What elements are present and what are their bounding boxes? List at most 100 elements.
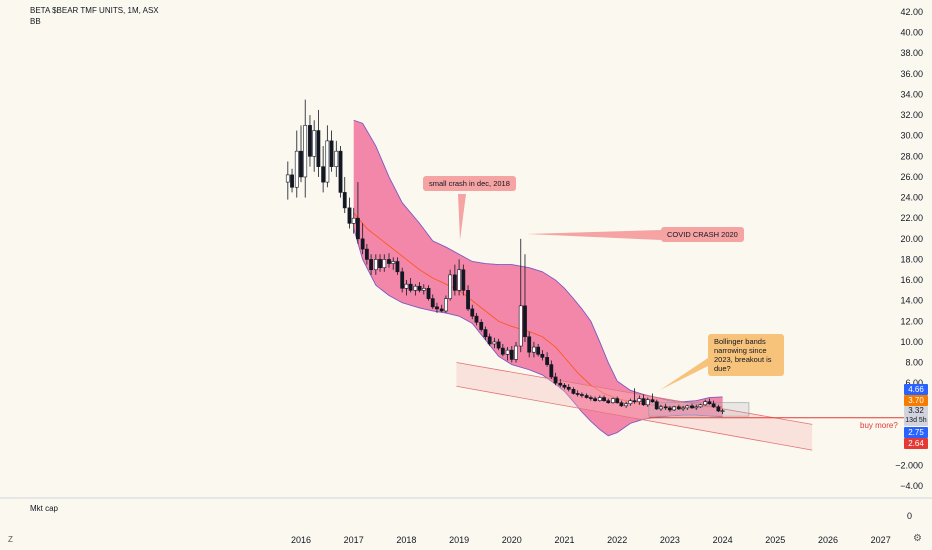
candle bbox=[584, 393, 589, 399]
candle-body bbox=[308, 125, 312, 157]
candle bbox=[597, 395, 602, 402]
candle-body bbox=[426, 287, 431, 299]
candle-body bbox=[536, 346, 541, 355]
candle bbox=[466, 285, 470, 311]
candle-body bbox=[606, 400, 611, 404]
candle bbox=[681, 405, 685, 411]
candle-body bbox=[417, 285, 422, 291]
candle bbox=[417, 282, 422, 293]
candle-body bbox=[474, 315, 479, 323]
candle-body bbox=[694, 406, 699, 409]
candle bbox=[387, 253, 391, 268]
price-tick-label: 40.00 bbox=[900, 28, 923, 38]
candle bbox=[360, 223, 365, 255]
candle bbox=[391, 257, 396, 270]
price-tick-label: 20.00 bbox=[900, 234, 923, 244]
candle-body bbox=[439, 308, 444, 312]
candle bbox=[518, 238, 523, 353]
candle-body bbox=[597, 397, 602, 401]
candle bbox=[562, 383, 567, 390]
candle-body bbox=[611, 398, 615, 404]
axes: 42.00 40.00 38.00 36.00 34.00 32.00 30.00 28.00… bbox=[0, 7, 932, 545]
candle bbox=[299, 125, 303, 183]
candle-body bbox=[654, 401, 659, 410]
legend: BETA $BEAR TMF UNITS, 1M, ASX BB bbox=[30, 5, 159, 27]
candle-body bbox=[690, 405, 694, 409]
candle-body bbox=[400, 271, 405, 289]
market-cap-zero-label: 0 bbox=[906, 511, 912, 521]
candle-body bbox=[645, 399, 650, 406]
candle bbox=[457, 259, 462, 296]
candle-body bbox=[466, 290, 470, 310]
time-tick-label: 2025 bbox=[765, 535, 785, 545]
candle-body bbox=[452, 274, 457, 291]
candle bbox=[430, 294, 435, 309]
candle bbox=[690, 403, 694, 409]
candle-body bbox=[404, 283, 409, 289]
candle bbox=[566, 384, 571, 392]
candle bbox=[545, 352, 550, 367]
bb-band-fill bbox=[353, 120, 723, 436]
candle bbox=[308, 115, 312, 167]
candle bbox=[351, 207, 356, 234]
price-tick-label: 10.00 bbox=[900, 337, 923, 347]
candle-body bbox=[562, 384, 567, 388]
candle bbox=[479, 319, 484, 332]
badge-bb-upper: 4.66 bbox=[904, 384, 928, 395]
indicator-label[interactable]: BB bbox=[30, 17, 41, 26]
time-tick-label: 2023 bbox=[660, 535, 680, 545]
symbol-title[interactable]: BETA $BEAR TMF UNITS, 1M, ASX bbox=[30, 6, 159, 15]
trend-channel-fill bbox=[456, 362, 813, 451]
price-tick-label: 16.00 bbox=[900, 275, 923, 285]
annotation-small-crash[interactable]: small crash in dec, 2018 bbox=[423, 176, 516, 191]
candle-body bbox=[373, 259, 378, 271]
candle-body bbox=[347, 207, 352, 224]
annotation-bollinger[interactable]: Bollinger bands narrowing since 2023, br… bbox=[708, 334, 784, 376]
candle bbox=[632, 388, 637, 404]
candle-body bbox=[593, 398, 597, 401]
candle bbox=[369, 254, 373, 275]
candle-body bbox=[312, 130, 317, 157]
candle-body bbox=[509, 349, 514, 360]
candle bbox=[426, 285, 431, 301]
candle bbox=[703, 399, 708, 406]
candle bbox=[400, 267, 405, 293]
candle bbox=[395, 257, 400, 275]
candle bbox=[624, 401, 629, 408]
candle-body bbox=[457, 269, 462, 291]
candle bbox=[285, 161, 290, 200]
price-tick-label: 38.00 bbox=[900, 48, 923, 58]
candle bbox=[615, 396, 620, 404]
candle-body bbox=[685, 405, 690, 409]
candle bbox=[452, 264, 457, 296]
candle bbox=[667, 405, 672, 413]
time-tick-label: 2022 bbox=[607, 535, 627, 545]
candle bbox=[294, 130, 299, 198]
candle-body bbox=[584, 395, 589, 398]
price-tick-label: 14.00 bbox=[900, 296, 923, 306]
candle-body bbox=[391, 261, 396, 264]
candle-body bbox=[444, 298, 448, 312]
candle-body bbox=[523, 305, 527, 338]
candle-body bbox=[672, 406, 677, 411]
candle-body bbox=[676, 406, 681, 410]
candle bbox=[641, 394, 646, 406]
candle-body bbox=[492, 341, 497, 345]
candle bbox=[558, 379, 563, 388]
settings-gear-icon[interactable]: ⚙ bbox=[913, 533, 922, 544]
annotation-covid[interactable]: COVID CRASH 2020 bbox=[661, 227, 744, 242]
annotation-buy-more[interactable]: buy more? bbox=[860, 421, 898, 430]
candle-body bbox=[527, 336, 532, 353]
trend-line-lower bbox=[456, 385, 813, 451]
candle-body bbox=[496, 341, 501, 349]
candle-body bbox=[290, 174, 294, 188]
price-tick-label: 32.00 bbox=[900, 110, 923, 120]
candle-body bbox=[329, 140, 334, 167]
time-tick-label: 2017 bbox=[344, 535, 364, 545]
candle-body bbox=[575, 393, 580, 395]
candle bbox=[483, 326, 488, 340]
candle-body bbox=[703, 401, 708, 406]
timezone-icon[interactable]: Z bbox=[8, 535, 13, 544]
price-tick-label: 18.00 bbox=[900, 254, 923, 264]
